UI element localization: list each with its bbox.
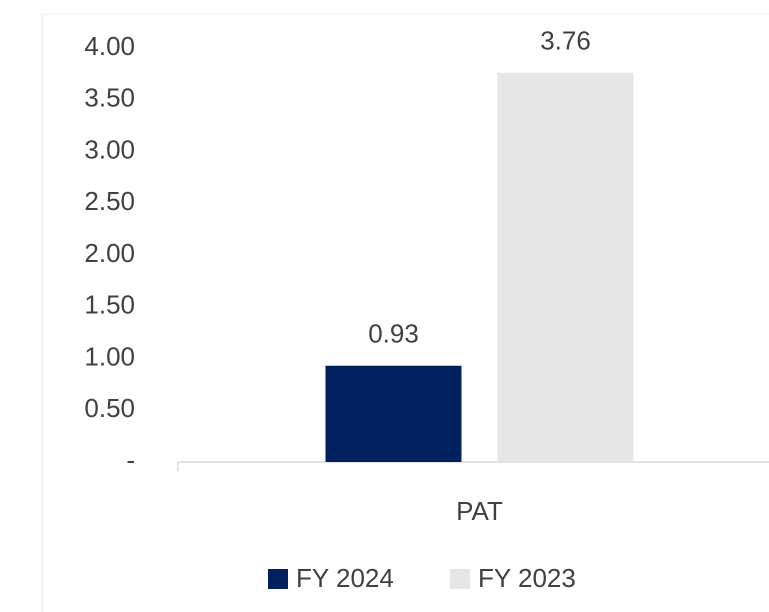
y-tick-label: 3.50 <box>84 83 135 113</box>
bar <box>497 72 634 462</box>
y-tick-label: 1.50 <box>84 290 135 320</box>
legend-label: FY 2024 <box>296 563 394 593</box>
y-tick-label: 4.00 <box>84 31 135 61</box>
y-tick-label: 0.50 <box>84 393 135 423</box>
y-tick-label: 2.50 <box>84 186 135 216</box>
x-tick-label: PAT <box>456 496 503 526</box>
legend-swatch <box>450 569 470 589</box>
bar <box>325 365 462 462</box>
legend-label: FY 2023 <box>478 563 576 593</box>
y-tick-label: 1.00 <box>84 341 135 371</box>
data-label: 0.93 <box>368 319 419 349</box>
legend-swatch <box>268 569 288 589</box>
y-tick-label: 3.00 <box>84 134 135 164</box>
data-label: 3.76 <box>540 26 591 56</box>
y-tick-label: - <box>126 445 135 475</box>
y-tick-label: 2.00 <box>84 238 135 268</box>
